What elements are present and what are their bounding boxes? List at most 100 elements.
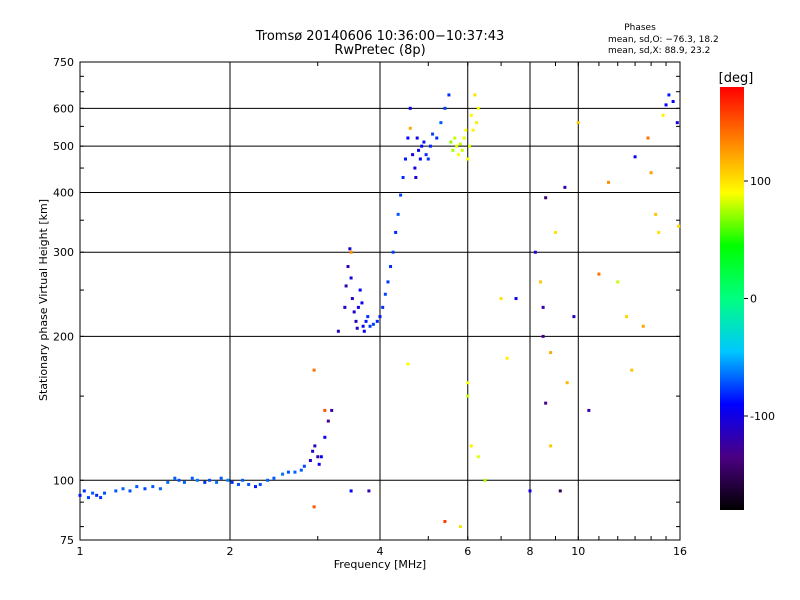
- data-point: [483, 478, 487, 482]
- data-point: [135, 485, 139, 489]
- data-point: [439, 121, 443, 125]
- data-point: [236, 482, 240, 486]
- data-point: [499, 297, 503, 301]
- data-point: [151, 485, 155, 489]
- data-point: [391, 250, 395, 254]
- data-point: [646, 136, 650, 140]
- data-point: [230, 480, 234, 484]
- data-point: [241, 478, 245, 482]
- data-point: [128, 489, 132, 493]
- data-point: [368, 324, 372, 328]
- data-point: [422, 140, 426, 144]
- data-point: [664, 103, 668, 107]
- data-point: [323, 435, 327, 439]
- data-point: [460, 148, 464, 152]
- data-point: [671, 100, 675, 104]
- data-point: [541, 305, 545, 309]
- data-point: [355, 326, 359, 330]
- data-point: [426, 157, 430, 161]
- data-point: [326, 419, 330, 423]
- colorbar-ticks: 100 0 -100: [744, 175, 775, 423]
- data-point: [505, 356, 509, 360]
- data-point: [451, 148, 455, 152]
- data-point: [312, 505, 316, 509]
- phases-title: Phases: [624, 23, 656, 33]
- data-point: [95, 493, 99, 497]
- data-point: [346, 265, 350, 269]
- data-point: [541, 334, 545, 338]
- y-tick-label: 600: [53, 102, 74, 115]
- data-point: [330, 408, 334, 412]
- data-point: [630, 368, 634, 372]
- y-tick-label: 750: [53, 56, 74, 69]
- data-point: [396, 212, 400, 216]
- data-point: [649, 171, 653, 175]
- data-point: [587, 408, 591, 412]
- data-point: [272, 476, 276, 480]
- data-point: [443, 519, 447, 523]
- data-point: [361, 324, 365, 328]
- data-point: [576, 121, 580, 125]
- y-tick-label: 100: [53, 474, 74, 487]
- data-points: [78, 93, 681, 529]
- x-tick-label: 10: [571, 545, 585, 558]
- phases-x-line: mean, sd,X: 88.9, 23.2: [608, 46, 710, 56]
- data-point: [352, 310, 356, 314]
- data-point: [394, 230, 398, 234]
- data-point: [469, 113, 473, 117]
- data-point: [173, 476, 177, 480]
- data-point: [657, 230, 661, 234]
- data-point: [371, 322, 375, 326]
- data-point: [317, 462, 321, 466]
- data-point: [607, 180, 611, 184]
- data-point: [114, 489, 118, 493]
- data-point: [308, 458, 312, 462]
- data-point: [381, 305, 385, 309]
- data-point: [360, 301, 364, 305]
- data-point: [299, 468, 303, 472]
- data-point: [563, 185, 567, 189]
- phases-o-line: mean, sd,O: −76.3, 18.2: [608, 35, 719, 45]
- data-point: [356, 305, 360, 309]
- x-tick-label: 2: [227, 545, 234, 558]
- data-point: [349, 250, 353, 254]
- data-point: [226, 478, 230, 482]
- data-point: [143, 487, 147, 491]
- y-tick-label: 75: [60, 534, 74, 547]
- data-point: [462, 136, 466, 140]
- data-point: [86, 496, 90, 500]
- data-point: [641, 324, 645, 328]
- data-point: [572, 315, 576, 319]
- data-point: [408, 126, 412, 130]
- data-point: [366, 315, 370, 319]
- data-point: [313, 444, 317, 448]
- data-point: [449, 140, 453, 144]
- data-point: [386, 280, 390, 284]
- data-point: [469, 444, 473, 448]
- data-point: [367, 489, 371, 493]
- data-point: [414, 175, 418, 179]
- colorbar-label: [deg]: [719, 71, 754, 86]
- data-point: [415, 136, 419, 140]
- y-axis-ticks: 75 100 200 300 400 500 600 750: [53, 56, 680, 547]
- data-point: [378, 315, 382, 319]
- data-point: [458, 142, 462, 146]
- data-point: [411, 153, 415, 157]
- data-point: [103, 491, 107, 495]
- data-point: [208, 478, 212, 482]
- data-point: [675, 121, 679, 125]
- data-point: [319, 455, 323, 459]
- data-point: [544, 401, 548, 405]
- data-point: [182, 480, 186, 484]
- data-point: [177, 478, 181, 482]
- data-point: [443, 106, 447, 110]
- x-tick-label: 8: [527, 545, 534, 558]
- data-point: [399, 193, 403, 197]
- data-point: [99, 496, 103, 500]
- data-point: [413, 166, 417, 170]
- data-point: [435, 136, 439, 140]
- data-point: [549, 351, 553, 355]
- data-point: [166, 480, 170, 484]
- data-point: [447, 93, 451, 97]
- data-point: [219, 476, 223, 480]
